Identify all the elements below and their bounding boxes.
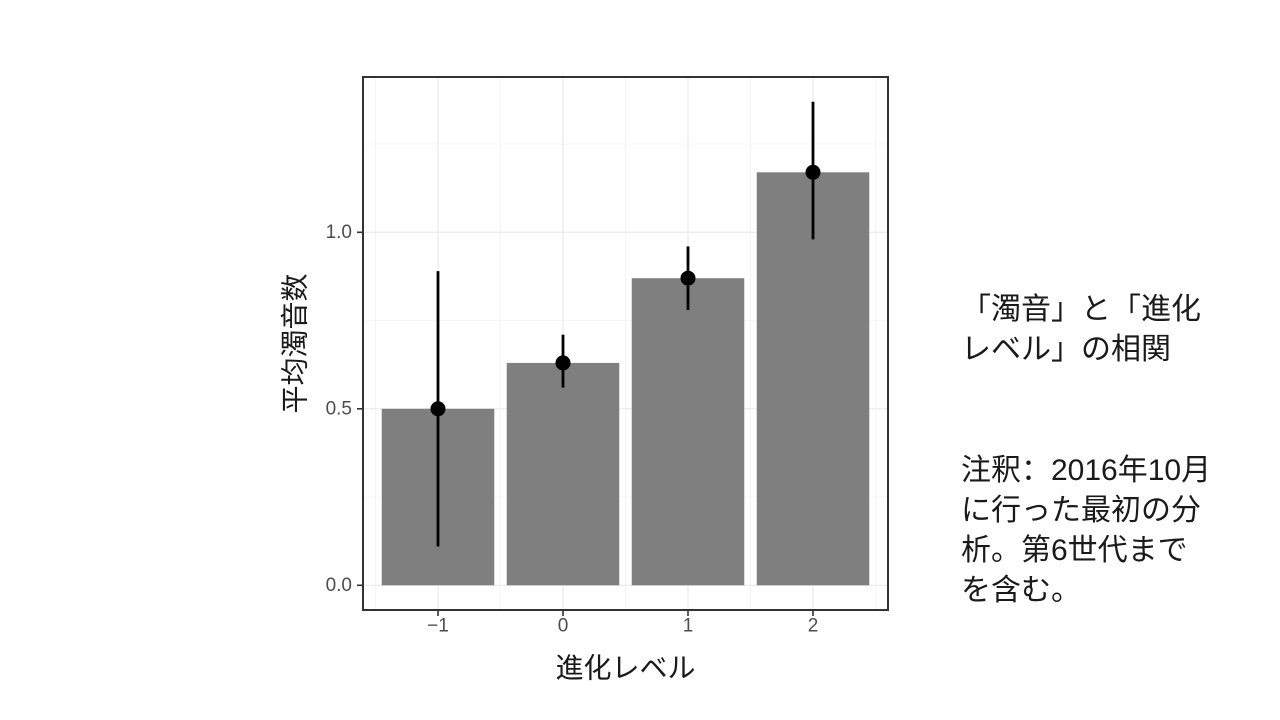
caption-note: 注釈：2016年10月 に行った最初の分 析。第6世代まで を含む。 (961, 454, 1212, 607)
bar (506, 362, 620, 586)
x-axis-title: 進化レベル (555, 653, 695, 684)
bar (756, 172, 870, 586)
x-tick-label: −1 (427, 616, 449, 637)
caption-block: 「濁音」と「進化 レベル」の相関 注釈：2016年10月 に行った最初の分 析。… (961, 250, 1273, 651)
mean-point (430, 401, 446, 417)
x-tick-label: 0 (558, 616, 569, 637)
bar (631, 278, 745, 586)
panel-border (362, 76, 889, 611)
mean-point (805, 164, 821, 180)
mean-point (555, 355, 571, 371)
x-tick-label: 1 (683, 616, 694, 637)
caption-title: 「濁音」と「進化 レベル」の相関 (961, 293, 1201, 366)
mean-point (680, 270, 696, 286)
y-tick-label: 0.0 (326, 575, 352, 596)
x-tick-label: 2 (808, 616, 819, 637)
y-tick-label: 0.5 (326, 398, 352, 419)
y-tick-label: 1.0 (326, 222, 352, 243)
y-axis-title: 平均濁音数 (280, 273, 311, 413)
